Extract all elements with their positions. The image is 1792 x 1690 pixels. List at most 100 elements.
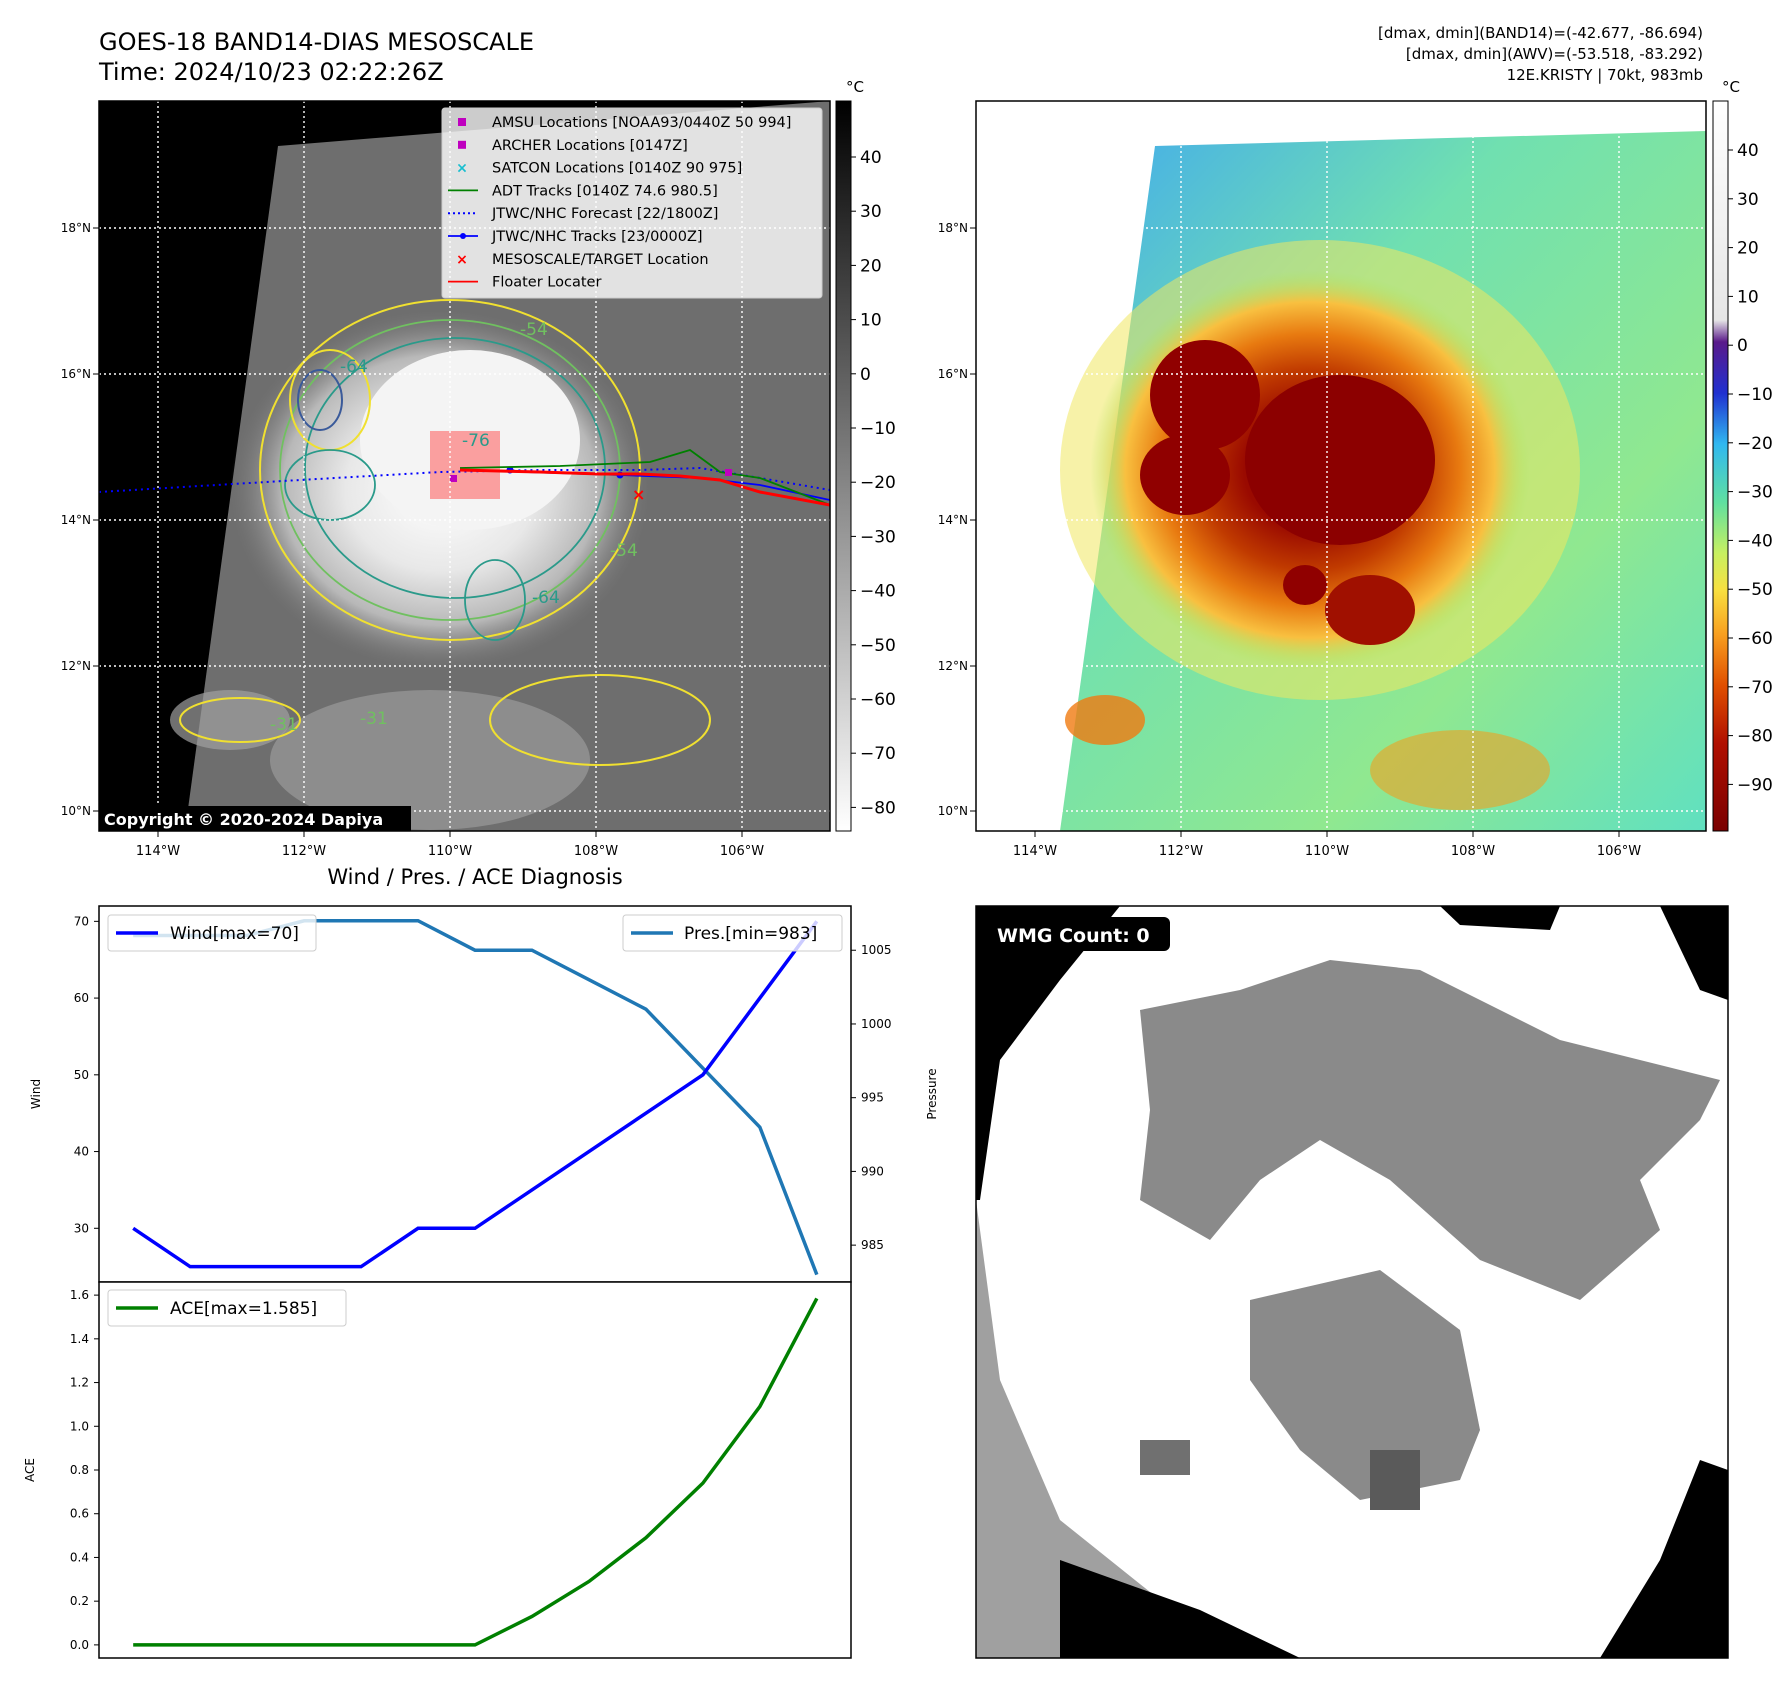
color-axis-ticks: 114°W 112°W 110°W 108°W 106°W 18°N 16°N 14°N 12°… xyxy=(938,221,1641,859)
wmg-frame xyxy=(975,905,1729,1659)
ace-legend-label: ACE[max=1.585] xyxy=(170,1299,317,1319)
legend-dot xyxy=(460,233,466,239)
wind-tick-label: 40 xyxy=(74,1145,89,1159)
colorbar-tick-label: −30 xyxy=(860,527,896,547)
lon-tick-label: 106°W xyxy=(1597,844,1641,859)
lon-tick-label: 110°W xyxy=(428,844,472,859)
legend-entry: × SATCON Locations [0140Z 90 975] xyxy=(456,161,742,177)
legend-label: ARCHER Locations [0147Z] xyxy=(492,138,688,154)
copyright-bg xyxy=(99,806,411,831)
ace-tick-label: 0.0 xyxy=(70,1638,89,1652)
lat-tick-label: 10°N xyxy=(61,804,91,818)
colorbar-tick-label: −80 xyxy=(1737,727,1773,747)
colorbar-tick-label: 0 xyxy=(1737,336,1748,356)
colorbar-tick-label: 20 xyxy=(1737,239,1759,259)
colorbar-tick-label: −40 xyxy=(1737,531,1773,551)
legend-entry: ARCHER Locations [0147Z] xyxy=(458,138,688,154)
legend-square-marker xyxy=(458,140,466,149)
wmg-badge xyxy=(988,917,1170,951)
pressure-tick-label: 990 xyxy=(861,1164,884,1178)
ace-tick-label: 0.8 xyxy=(70,1463,89,1477)
legend-x-marker: × xyxy=(456,161,468,177)
legend-label: ADT Tracks [0140Z 74.6 980.5] xyxy=(492,183,718,199)
wind-tick-label: 50 xyxy=(74,1068,89,1082)
legend-entry: × MESOSCALE/TARGET Location xyxy=(456,252,708,268)
colorbar-tick-label: −50 xyxy=(1737,580,1773,600)
colorbar-tick-label: 20 xyxy=(860,256,882,276)
ace-tick-label: 1.6 xyxy=(70,1288,89,1302)
color-header-line2: [dmax, dmin](AWV)=(-53.518, -83.292) xyxy=(1406,45,1703,63)
colorbar-tick-label: 40 xyxy=(1737,141,1759,161)
lon-tick-label: 112°W xyxy=(282,844,326,859)
color-gridlines xyxy=(976,101,1706,831)
ace-axis-label: ACE xyxy=(23,1458,37,1482)
color-colorbar-unit: °C xyxy=(1722,78,1740,96)
colorbar-tick-label: 10 xyxy=(1737,287,1759,307)
color-satellite-image xyxy=(976,101,1706,831)
colorbar-tick-label: −70 xyxy=(1737,678,1773,698)
lon-tick-label: 108°W xyxy=(574,844,618,859)
lat-tick-label: 14°N xyxy=(61,513,91,527)
legend-label: MESOSCALE/TARGET Location xyxy=(492,252,709,268)
legend-entry: Floater Locater xyxy=(448,275,601,291)
svg-text:×: × xyxy=(632,485,645,504)
ace-tick-label: 1.4 xyxy=(70,1332,89,1346)
colorbar-tick-label: 10 xyxy=(860,311,882,331)
ace-tick-label: 0.6 xyxy=(70,1507,89,1521)
lat-tick-label: 18°N xyxy=(938,221,968,235)
contour-label: -76 xyxy=(462,431,490,451)
ace-tick-label: 1.0 xyxy=(70,1419,89,1433)
legend-entry: JTWC/NHC Forecast [22/1800Z] xyxy=(448,206,718,222)
colorbar-tick-label: −60 xyxy=(860,690,896,710)
color-header-line3: 12E.KRISTY | 70kt, 983mb xyxy=(1507,66,1703,84)
wind-axis-label: Wind xyxy=(29,1079,43,1109)
diagnosis-panel: Wind / Pres. / ACE Diagnosis 70 60 50 40 30 1… xyxy=(23,865,939,1659)
ir-title-line2: Time: 2024/10/23 02:22:26Z xyxy=(98,58,444,86)
colorbar-tick-label: −70 xyxy=(860,744,896,764)
lat-tick-label: 12°N xyxy=(938,659,968,673)
colorbar-tick-label: −80 xyxy=(860,798,896,818)
color-panel: [dmax, dmin](BAND14)=(-42.677, -86.694) … xyxy=(938,24,1773,859)
wmg-count-label: WMG Count: 0 xyxy=(997,925,1150,947)
colorbar-tick-label: −20 xyxy=(1737,434,1773,454)
ir-axis-ticks: 114°W 112°W 110°W 108°W 106°W 18°N 16°N 14°N 12°… xyxy=(61,221,764,859)
contour-label: -54 xyxy=(520,320,548,340)
ir-title-line1: GOES-18 BAND14-DIAS MESOSCALE xyxy=(99,28,534,56)
lon-tick-label: 112°W xyxy=(1159,844,1203,859)
legend-label: SATCON Locations [0140Z 90 975] xyxy=(492,161,742,177)
legend-label: JTWC/NHC Forecast [22/1800Z] xyxy=(491,206,718,222)
ace-plot: 1.6 1.4 1.2 1.0 0.8 0.6 0.4 0.2 0.0 ACE[max=1.585… xyxy=(70,1288,819,1652)
wind-legend-label: Wind[max=70] xyxy=(170,924,299,944)
lat-tick-label: 10°N xyxy=(938,804,968,818)
ir-colorbar-ticks: 40 30 20 10 0 −10 −20 −30 −40 −50 −60 −70 −80 xyxy=(851,148,896,818)
pressure-tick-label: 985 xyxy=(861,1238,884,1252)
wind-tick-label: 60 xyxy=(74,991,89,1005)
ace-legend-box xyxy=(107,1289,347,1327)
ir-legend: AMSU Locations [NOAA93/0440Z 50 994] ARCH… xyxy=(441,107,823,299)
color-colorbar xyxy=(1712,100,1729,832)
lon-tick-label: 114°W xyxy=(1013,844,1057,859)
contour-label: -54 xyxy=(610,541,638,561)
pressure-legend-label: Pres.[min=983] xyxy=(684,924,817,944)
lon-tick-label: 110°W xyxy=(1305,844,1349,859)
ir-contour-labels: -76 -54 -54 -64 -64 -31 -31 xyxy=(270,320,638,735)
contour-label: -31 xyxy=(270,715,298,735)
legend-entry: AMSU Locations [NOAA93/0440Z 50 994] xyxy=(458,115,791,131)
colorbar-tick-label: 30 xyxy=(1737,190,1759,210)
ace-series-line xyxy=(133,1297,819,1647)
colorbar-tick-label: −40 xyxy=(860,582,896,602)
pressure-tick-label: 1005 xyxy=(861,943,892,957)
colorbar-tick-label: −30 xyxy=(1737,483,1773,503)
pressure-axis-label: Pressure xyxy=(925,1068,939,1119)
color-frame xyxy=(975,100,1707,832)
wind-legend-box xyxy=(107,914,317,952)
wind-series-line xyxy=(132,920,819,1269)
colorbar-tick-label: −90 xyxy=(1737,775,1773,795)
lon-tick-label: 108°W xyxy=(1451,844,1495,859)
colorbar-tick-label: −10 xyxy=(860,419,896,439)
legend-entry: ADT Tracks [0140Z 74.6 980.5] xyxy=(448,183,718,199)
lat-tick-label: 14°N xyxy=(938,513,968,527)
lon-tick-label: 114°W xyxy=(136,844,180,859)
ir-panel: GOES-18 BAND14-DIAS MESOSCALE Time: 2024… xyxy=(61,28,896,859)
